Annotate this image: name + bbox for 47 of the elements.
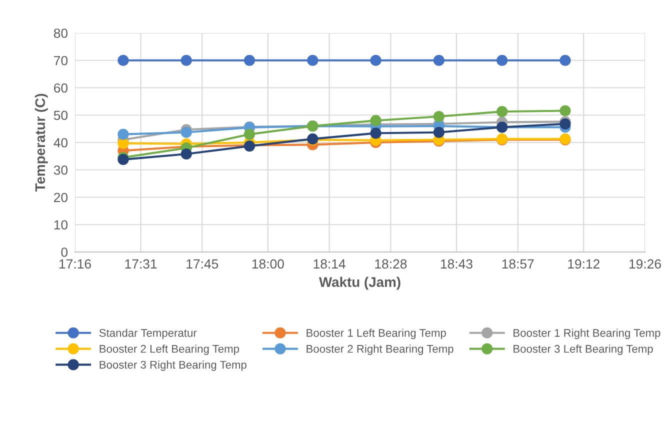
point [496, 106, 508, 118]
x-tick-label: 17:45 [186, 259, 218, 269]
point [118, 54, 129, 66]
x-tick-label: 17:31 [125, 259, 157, 269]
y-tick-label: 20 [54, 192, 68, 202]
point [180, 54, 192, 66]
point [433, 126, 444, 138]
y-tick-label: 40 [54, 138, 68, 148]
point [370, 54, 382, 66]
point [244, 54, 256, 66]
point [307, 54, 318, 66]
point [433, 54, 444, 66]
x-tick-label: 18:28 [375, 259, 407, 269]
legend-label: Booster 3 Right Bearing Temp [100, 360, 246, 371]
point [370, 128, 382, 139]
point [433, 110, 444, 122]
point [118, 138, 129, 149]
x-axis-title: Waktu (Jam) [318, 276, 400, 290]
x-tick-label: 17:16 [60, 259, 91, 269]
point [118, 128, 129, 140]
legend-label: Booster 1 Right Bearing Temp [514, 328, 660, 340]
x-tick-label: 18:00 [252, 259, 284, 269]
point [560, 54, 571, 66]
y-tick-label: 0 [61, 248, 68, 257]
legend-label: Booster 2 Right Bearing Temp [306, 344, 454, 355]
legend-label: Booster 2 Left Bearing Temp [100, 344, 240, 355]
y-axis-title: Temperatur (C) [34, 94, 48, 192]
point [496, 54, 508, 66]
point [370, 115, 382, 126]
y-tick-label: 60 [54, 83, 68, 93]
y-tick-label: 80 [54, 28, 68, 38]
x-tick-label: 19:26 [630, 259, 661, 269]
x-tick-label: 19:12 [568, 259, 600, 269]
legend-label: Booster 1 Left Bearing Temp [306, 328, 446, 340]
point [180, 148, 192, 160]
point [560, 105, 571, 116]
point [244, 128, 256, 140]
y-tick-label: 70 [54, 56, 68, 66]
legend-label: Booster 3 Left Bearing Temp [514, 344, 653, 355]
y-tick-label: 10 [54, 220, 68, 230]
y-tick-label: 50 [54, 110, 68, 120]
x-tick-label: 18:57 [502, 259, 534, 269]
x-tick-label: 18:14 [314, 259, 346, 269]
x-tick-label: 18:43 [440, 259, 472, 269]
y-tick-label: 30 [54, 165, 68, 175]
legend-label: Standar Temperatur [99, 328, 197, 340]
point [180, 126, 192, 138]
